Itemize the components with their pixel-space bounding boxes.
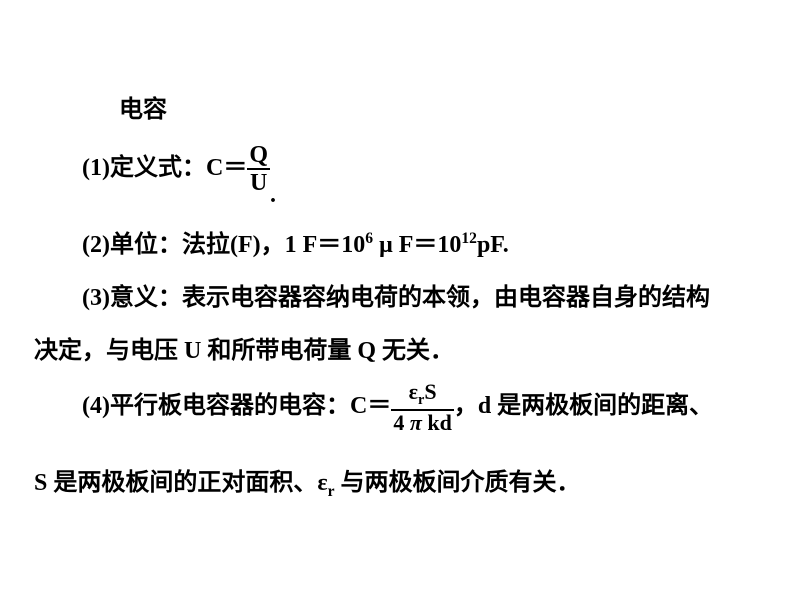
item-2-exp2: 12: [461, 230, 477, 247]
item-1-fraction: Q U: [247, 142, 270, 197]
item-4-prefix: (4)平行板电容器的电容：C＝: [82, 393, 391, 419]
item-5-sub: r: [328, 483, 335, 500]
item-4-num-sub: r: [418, 392, 424, 408]
item-3-line2: 决定，与电压 U 和所带电荷量 Q 无关．: [34, 330, 454, 365]
item-3-line1: (3)意义：表示电容器容纳电荷的本领，由电容器自身的结构: [82, 277, 710, 312]
item-1: (1)定义式：C＝ Q U .: [82, 142, 276, 197]
item-4-denominator: 4 π kd: [391, 409, 454, 435]
item-1-denominator: U: [247, 168, 270, 196]
item-4-den-kd: kd: [422, 410, 452, 435]
item-2-part-a: (2)单位：法拉(F)，1 F＝10: [82, 232, 365, 258]
item-2-exp1: 6: [365, 230, 373, 247]
item-4: (4)平行板电容器的电容：C＝ εrS 4 π kd ，d 是两极板间的距离、: [82, 380, 713, 435]
page: 电容 (1)定义式：C＝ Q U . (2)单位：法拉(F)，1 F＝106 μ…: [0, 0, 794, 596]
item-5-part-b: 与两极板间介质有关．: [335, 470, 581, 496]
item-4-den-pi: π: [410, 410, 422, 435]
item-5: S 是两极板间的正对面积、εr 与两极板间介质有关．: [34, 462, 581, 501]
item-1-prefix: (1)定义式：: [82, 155, 206, 181]
item-2-part-b: μ F＝10: [373, 232, 461, 258]
item-1-suffix: .: [270, 182, 276, 209]
item-4-fraction: εrS 4 π kd: [391, 380, 454, 435]
item-4-num-eps: ε: [409, 379, 418, 404]
item-4-den-four: 4: [393, 410, 410, 435]
item-1-eq: ＝: [223, 155, 247, 181]
item-1-lhs: C: [206, 155, 223, 181]
item-2-part-c: pF.: [477, 232, 509, 258]
item-4-suffix: ，d 是两极板间的距离、: [454, 393, 713, 419]
item-5-part-a: S 是两极板间的正对面积、ε: [34, 470, 328, 496]
item-1-numerator: Q: [247, 142, 270, 168]
item-2: (2)单位：法拉(F)，1 F＝106 μ F＝1012pF.: [82, 224, 509, 259]
heading: 电容: [119, 89, 167, 124]
item-4-num-s: S: [424, 379, 436, 404]
item-4-numerator: εrS: [391, 380, 454, 409]
